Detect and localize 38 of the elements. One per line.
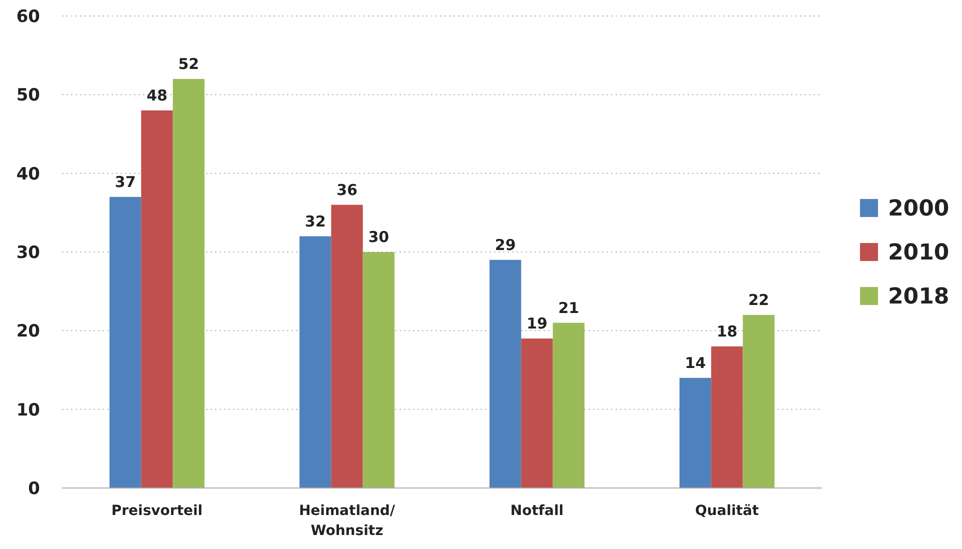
- y-tick-label: 50: [16, 86, 40, 106]
- data-label: 30: [368, 228, 390, 246]
- bar: [300, 236, 332, 488]
- data-label: 48: [146, 86, 168, 104]
- bar: [521, 338, 553, 488]
- legend-label: 2010: [888, 240, 950, 266]
- x-tick-label: Notfall: [510, 503, 564, 519]
- data-label: 19: [526, 314, 548, 333]
- data-label: 52: [178, 54, 200, 73]
- bar: [172, 78, 204, 488]
- data-label: 37: [114, 172, 136, 191]
- data-label: 29: [494, 236, 516, 254]
- bar: [711, 346, 743, 488]
- bar: [362, 252, 394, 488]
- legend-label: 2018: [888, 284, 950, 310]
- data-label: 32: [304, 212, 326, 230]
- y-tick-label: 30: [16, 242, 40, 263]
- data-label: 36: [336, 180, 358, 199]
- bar: [141, 110, 173, 488]
- legend-label: 2000: [888, 196, 950, 222]
- bar: [680, 378, 712, 488]
- data-label: 18: [716, 322, 738, 340]
- y-tick-label: 10: [16, 400, 40, 420]
- x-tick-label: Heimatland/ Wohnsitz: [298, 503, 396, 539]
- y-tick-label: 60: [16, 6, 40, 27]
- bar: [490, 260, 522, 488]
- x-tick-label: Preisvorteil: [111, 503, 203, 519]
- bar: [331, 204, 363, 488]
- data-label: 14: [684, 354, 706, 372]
- data-label: 22: [748, 290, 770, 309]
- bar: [742, 314, 774, 488]
- data-label: 21: [558, 298, 580, 317]
- y-tick-label: 20: [16, 322, 40, 342]
- bar: [110, 196, 142, 488]
- y-tick-label: 0: [28, 478, 40, 499]
- x-tick-label: Qualität: [695, 503, 760, 519]
- y-tick-label: 40: [16, 164, 40, 184]
- bar: [552, 322, 584, 488]
